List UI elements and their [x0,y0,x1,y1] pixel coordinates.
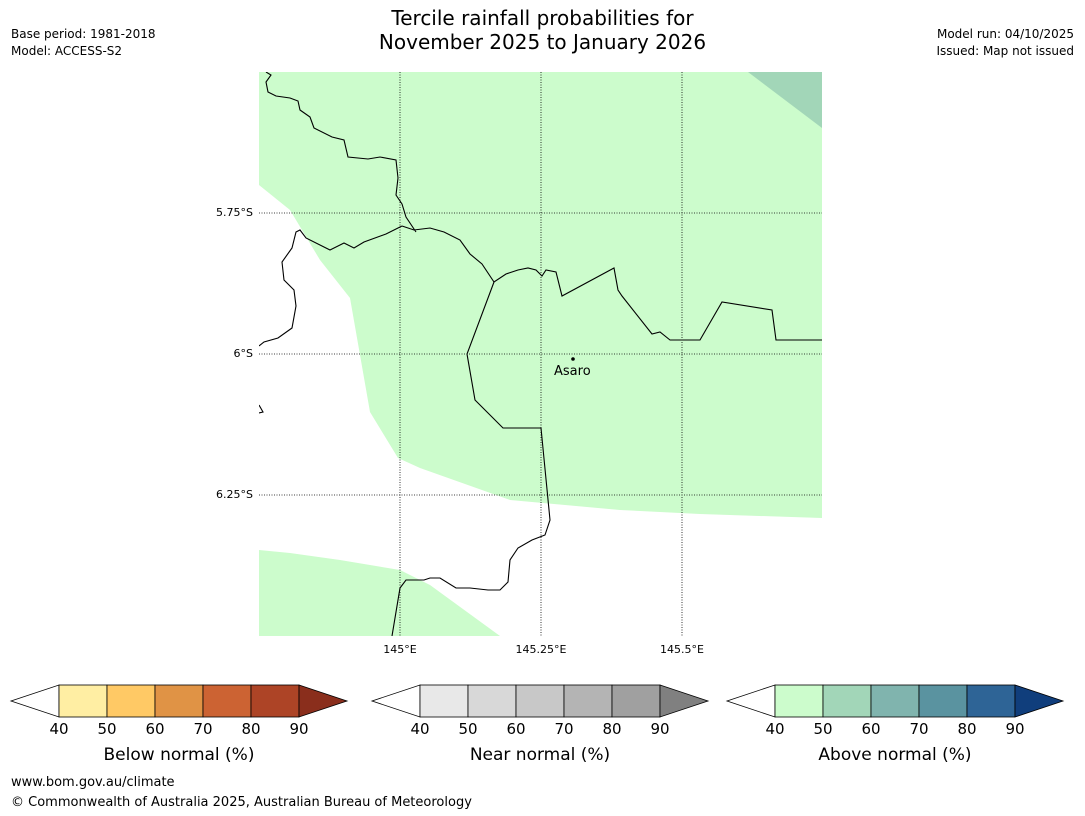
above-normal-40-50-region [259,72,822,518]
place-label-asaro: Asaro [554,364,591,379]
cb-below-tick: 60 [145,720,165,738]
cb-above-title: Above normal (%) [818,745,972,765]
cb-above-tick: 50 [813,720,833,738]
footer-url: www.bom.gov.au/climate [11,775,175,790]
cb-near-tick: 60 [506,720,526,738]
base-period: Base period: 1981-2018 [11,27,156,41]
province-borders [259,72,822,636]
footer-copyright: © Commonwealth of Australia 2025, Austra… [11,795,472,810]
asaro-dot-icon [571,357,575,361]
cb-below-tick: 80 [241,720,261,738]
map-title-line1: Tercile rainfall probabilities for [391,6,694,30]
lat-label-6s: 6°S [233,347,253,360]
map-title: Tercile rainfall probabilities for Novem… [0,6,1085,54]
cb-above-tick: 40 [765,720,785,738]
cb-near-tick: 40 [410,720,430,738]
cb-below-tick: 50 [97,720,117,738]
colorbar-below-normal [9,684,349,718]
gridlines [259,72,822,636]
model-name: Model: ACCESS-S2 [11,44,123,58]
lat-label-6-25s: 6.25°S [216,488,253,501]
colorbar-near-normal [370,684,710,718]
cb-near-tick: 50 [458,720,478,738]
cb-below-title: Below normal (%) [103,745,255,765]
map-title-line2: November 2025 to January 2026 [378,30,707,54]
lat-label-5-75s: 5.75°S [216,206,253,219]
cb-below-tick: 70 [193,720,213,738]
cb-above-tick: 80 [957,720,977,738]
cb-below-tick: 90 [289,720,309,738]
cb-near-tick: 80 [602,720,622,738]
cb-above-tick: 70 [909,720,929,738]
cb-below-tick: 40 [49,720,69,738]
cb-above-tick: 90 [1005,720,1025,738]
lon-label-145-5e: 145.5°E [660,643,704,656]
lon-label-145e: 145°E [383,643,417,656]
above-normal-50-60-region [748,72,822,128]
lon-label-145-25e: 145.25°E [515,643,567,656]
colorbar-above-normal [725,684,1065,718]
issued-status: Issued: Map not issued [936,44,1074,58]
cb-above-tick: 60 [861,720,881,738]
cb-near-tick: 70 [554,720,574,738]
meta-right: Model run: 04/10/2025 Issued: Map not is… [936,26,1074,60]
meta-left: Base period: 1981-2018 Model: ACCESS-S2 [11,26,156,60]
cb-near-title: Near normal (%) [469,745,611,765]
cb-near-tick: 90 [650,720,670,738]
above-normal-40-50-region-south [259,550,500,636]
model-run: Model run: 04/10/2025 [936,27,1074,41]
